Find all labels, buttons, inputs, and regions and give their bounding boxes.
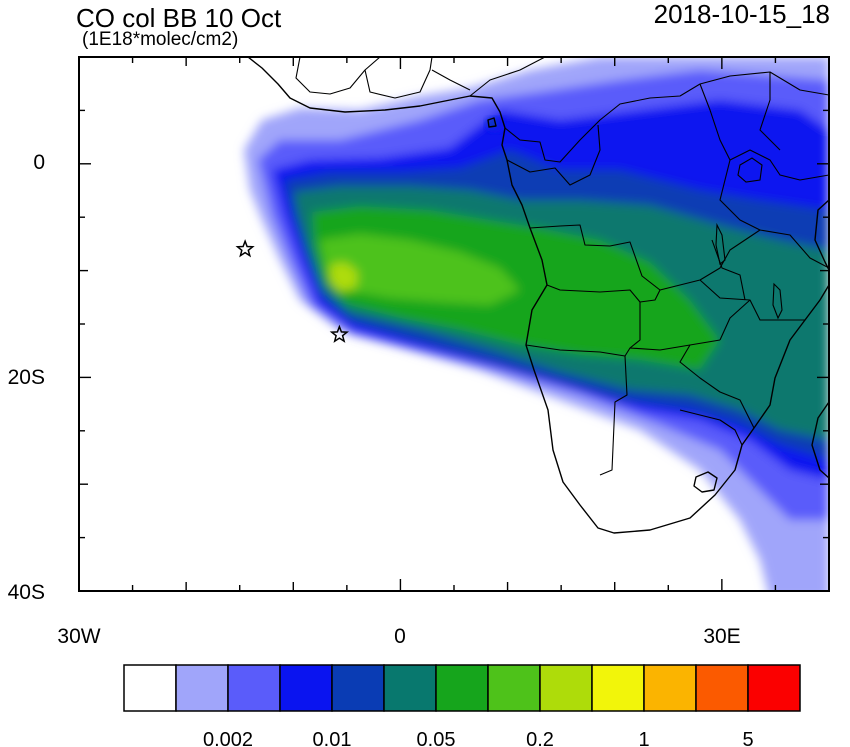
colorbar (123, 664, 801, 712)
x-tick-label-30e: 30E (703, 625, 740, 648)
plume-layer-8 (330, 262, 358, 292)
colorbar-label: 1 (638, 729, 649, 747)
colorbar-label: 0.2 (526, 729, 554, 747)
colorbar-label: 0.002 (203, 729, 253, 747)
plume-spot-guinea-core (488, 119, 496, 127)
y-tick-label-20s: 20S (8, 366, 45, 389)
y-tick-label-0: 0 (33, 151, 45, 174)
colorbar-swatch (331, 664, 385, 712)
coast-madagascar (811, 401, 829, 479)
colorbar-swatch (591, 664, 645, 712)
map-title: CO col BB 10 Oct (76, 3, 282, 33)
country-borders (295, 57, 829, 476)
y-tick-label-40s: 40S (8, 581, 45, 604)
colorbar-labels: 0.002 0.01 0.05 0.2 1 5 (203, 729, 754, 747)
x-tick-label-0: 0 (394, 625, 406, 648)
star-marker-1 (235, 239, 255, 258)
co-plume-field (79, 57, 829, 591)
datetime-label: 2018-10-15_18 (654, 0, 830, 29)
plume-layer-7 (320, 234, 520, 305)
colorbar-swatch (175, 664, 229, 712)
lake-victoria (737, 157, 763, 183)
colorbar-swatch (539, 664, 593, 712)
colorbar-swatch (435, 664, 489, 712)
x-tick-label-30w: 30W (57, 625, 100, 648)
lakes (715, 157, 783, 320)
colorbar-swatch (123, 664, 177, 712)
colorbar-swatch (487, 664, 541, 712)
border-lesotho (693, 471, 718, 493)
colorbar-label: 5 (742, 729, 753, 747)
coast-east-africa (814, 199, 829, 271)
coast-bioko (487, 117, 497, 128)
lake-tanganyika (715, 222, 726, 265)
coast-west-africa (247, 57, 829, 534)
colorbar-swatch (643, 664, 697, 712)
star-marker-2 (329, 324, 350, 343)
site-markers (235, 239, 350, 343)
colorbar-label: 0.05 (417, 729, 456, 747)
colorbar-swatch (695, 664, 749, 712)
tick-marks (78, 56, 830, 592)
units-label: (1E18*molec/cm2) (82, 29, 238, 50)
lake-malawi (772, 282, 783, 320)
colorbar-swatch (279, 664, 333, 712)
colorbar-swatch (383, 664, 437, 712)
colorbar-label: 0.01 (313, 729, 352, 747)
colorbar-swatch (227, 664, 281, 712)
colorbar-swatch (747, 664, 801, 712)
coastlines (247, 57, 829, 534)
